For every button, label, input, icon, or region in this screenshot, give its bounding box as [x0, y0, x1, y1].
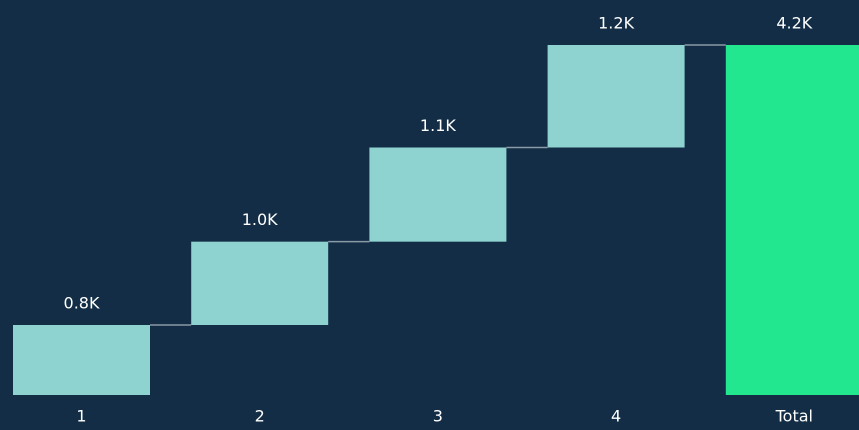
bar	[369, 147, 507, 242]
data-label: 1.1K	[420, 116, 456, 135]
x-tick-label: Total	[775, 407, 813, 426]
x-tick-label: 4	[611, 407, 621, 426]
data-label: 1.2K	[598, 14, 634, 33]
x-tick-label: 2	[255, 407, 265, 426]
data-label: 0.8K	[64, 294, 100, 313]
x-tick-label: 3	[433, 407, 443, 426]
data-label: 1.0K	[242, 210, 278, 229]
bar	[13, 325, 150, 395]
bar	[191, 241, 329, 325]
data-label: 4.2K	[776, 14, 812, 33]
total-bar	[725, 45, 859, 395]
x-tick-label: 1	[76, 407, 86, 426]
bar	[547, 45, 685, 148]
